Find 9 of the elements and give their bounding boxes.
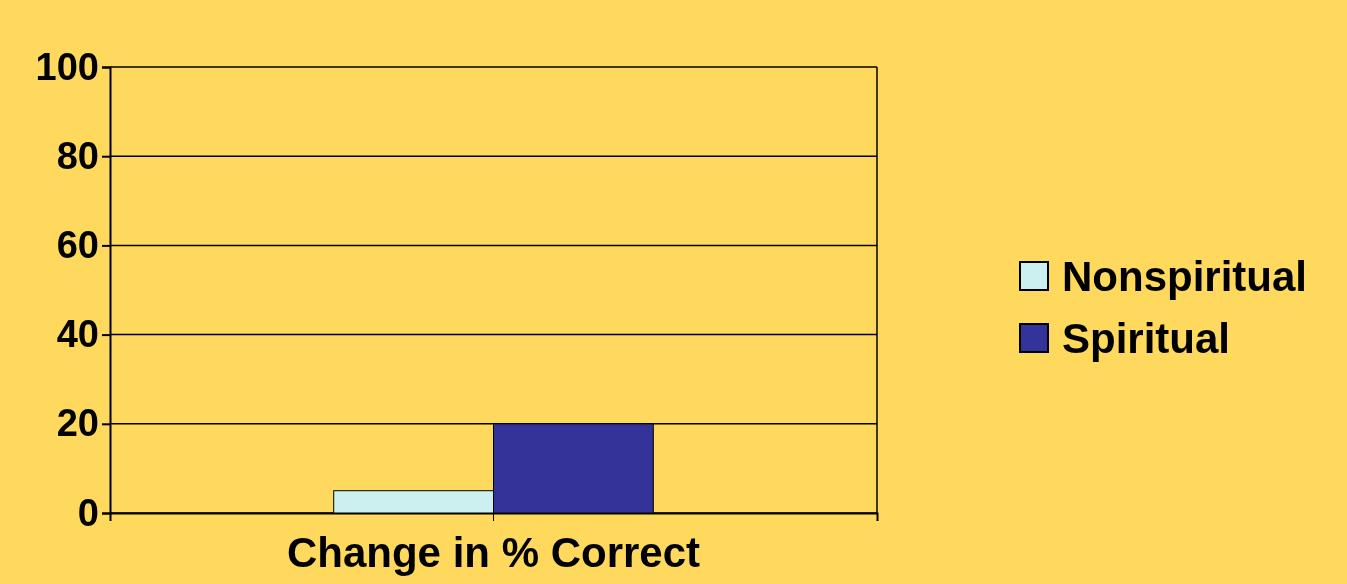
y-tick-label: 0 xyxy=(77,491,99,534)
y-tick-label: 40 xyxy=(56,313,99,356)
y-tick-label: 20 xyxy=(56,402,99,445)
legend-label: Spiritual xyxy=(1062,315,1231,363)
legend-label: Nonspiritual xyxy=(1062,253,1308,301)
y-tick-label: 80 xyxy=(56,134,99,177)
y-tick-label: 100 xyxy=(35,45,99,88)
x-tick-label: Change in % Correct xyxy=(286,528,701,576)
y-tick-label: 60 xyxy=(56,224,99,267)
